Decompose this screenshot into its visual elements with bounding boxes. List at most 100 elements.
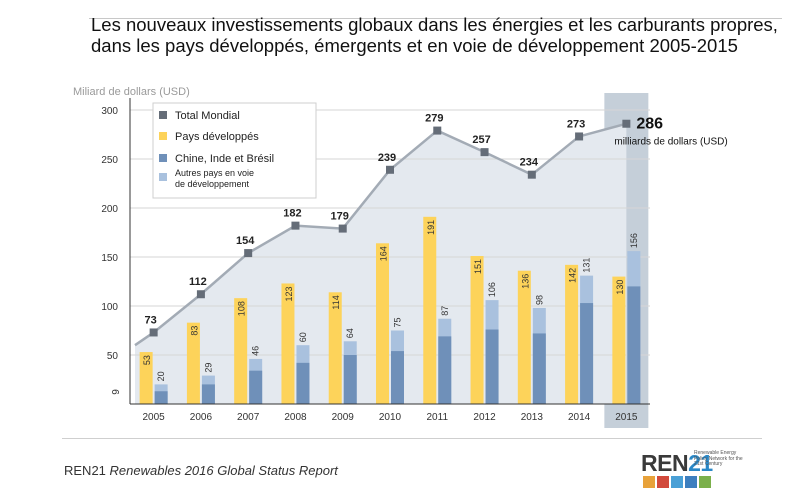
label-developed: 123 (284, 286, 294, 301)
bar-developed (517, 270, 531, 404)
total-marker (480, 148, 489, 157)
x-tick-label: 2015 (615, 412, 638, 423)
total-marker (386, 165, 394, 174)
total-marker (433, 126, 442, 135)
total-label: 73 (145, 314, 157, 326)
bar-developed (376, 243, 389, 404)
bar-developed (565, 264, 579, 404)
ren21-logo: REN21 Renewable Energy Policy Network fo… (641, 450, 743, 490)
x-tick-label: 2009 (332, 412, 355, 423)
footer-source: REN21 Renewables 2016 Global Status Repo… (64, 463, 338, 478)
footer-report: Renewables 2016 Global Status Report (109, 463, 338, 478)
total-marker (291, 221, 300, 230)
total-label: 179 (331, 211, 349, 223)
total-line (134, 122, 627, 347)
x-tick-label: 2012 (473, 412, 496, 423)
total-marker (527, 170, 536, 179)
bar-developing-china (154, 391, 168, 404)
chart-title: Les nouveaux investissements globaux dan… (91, 14, 778, 56)
x-tick-label: 2011 (427, 412, 449, 423)
label-developing: 98 (534, 295, 544, 305)
label-developed: 114 (331, 295, 341, 309)
bar-developing-china (438, 336, 452, 404)
total-marker (338, 224, 347, 233)
bar-developed (423, 216, 437, 404)
total-label: 239 (378, 152, 396, 164)
logo-tagline: Renewable Energy Policy Network for the … (694, 450, 743, 467)
bar-developing-china (391, 351, 404, 404)
bar-developed (281, 283, 295, 404)
x-tick-label: 2010 (379, 412, 402, 423)
legend-label: Chine, Inde et Brésil (175, 153, 274, 165)
total-marker (244, 249, 253, 258)
legend-swatch (159, 173, 167, 181)
x-tick-label: 2014 (568, 412, 591, 423)
label-developing: 131 (582, 258, 592, 273)
x-tick-label: 2007 (237, 412, 260, 423)
label-developed: 151 (473, 259, 483, 274)
total-label: 279 (425, 113, 443, 125)
bar-developing-china (580, 303, 594, 404)
total-marker (622, 119, 631, 128)
footer-rule (62, 438, 762, 439)
label-developing: 106 (487, 282, 497, 297)
label-developed: 83 (189, 326, 199, 336)
label-developed: 142 (568, 268, 578, 283)
label-developed: 164 (379, 246, 389, 261)
total-marker (575, 132, 584, 141)
y-tick-label: 150 (101, 253, 118, 264)
total-marker (149, 328, 158, 337)
legend-label: Pays développés (175, 131, 259, 143)
legend-swatch (159, 111, 167, 119)
footer-org: REN21 (64, 463, 106, 478)
total-label: 154 (236, 235, 255, 247)
total-label-2015: 286 (636, 116, 663, 133)
label-developed: 191 (426, 220, 436, 235)
y-tick-label: 100 (101, 302, 118, 313)
label-developing: 60 (298, 332, 308, 342)
label-developing: 29 (203, 363, 213, 373)
y-tick-label: 300 (101, 106, 118, 117)
total-label: 112 (189, 276, 207, 288)
x-tick-label: 2005 (143, 412, 166, 423)
bar-developing-china (343, 355, 357, 404)
bar-developed (234, 298, 248, 404)
label-developed: 108 (237, 301, 247, 316)
label-developing: 46 (251, 346, 261, 356)
label-developed: 136 (520, 274, 530, 289)
legend-box (152, 102, 317, 199)
logo-wordmark: REN21 (641, 450, 713, 476)
total-label: 273 (567, 118, 585, 130)
bar-developing-china (249, 370, 263, 404)
bar-developing-china (532, 333, 546, 404)
bar-developing-china (296, 362, 310, 404)
label-developing: 156 (629, 233, 639, 248)
bar-developing-china (201, 384, 215, 404)
legend-label: Total Mondial (175, 110, 240, 122)
x-tick-label: 2006 (190, 412, 213, 423)
bar-developed (470, 256, 484, 404)
y-axis-label: Miliard de dollars (USD) (73, 86, 190, 98)
bar-developed (328, 292, 342, 404)
y-tick-label: 9 (111, 389, 122, 395)
legend-swatch (159, 132, 167, 140)
bar-developed (186, 322, 200, 404)
total-label: 257 (472, 134, 490, 146)
label-developed: 130 (615, 280, 625, 295)
annotation-text: milliards de dollars (USD) (614, 137, 727, 148)
legend-swatch (159, 154, 167, 162)
bar-developing-china (627, 286, 641, 404)
bar-developed (139, 352, 153, 404)
x-tick-label: 2008 (284, 412, 307, 423)
y-tick-label: 50 (107, 351, 119, 362)
total-label: 182 (283, 208, 301, 220)
label-developed: 53 (142, 355, 152, 365)
bar-developing-china (485, 329, 499, 404)
y-tick-label: 200 (101, 204, 118, 215)
bar-developed (612, 276, 626, 404)
label-developing: 20 (156, 371, 166, 381)
x-tick-label: 2013 (521, 412, 544, 423)
title-rule (89, 18, 782, 19)
total-label: 234 (520, 157, 539, 169)
